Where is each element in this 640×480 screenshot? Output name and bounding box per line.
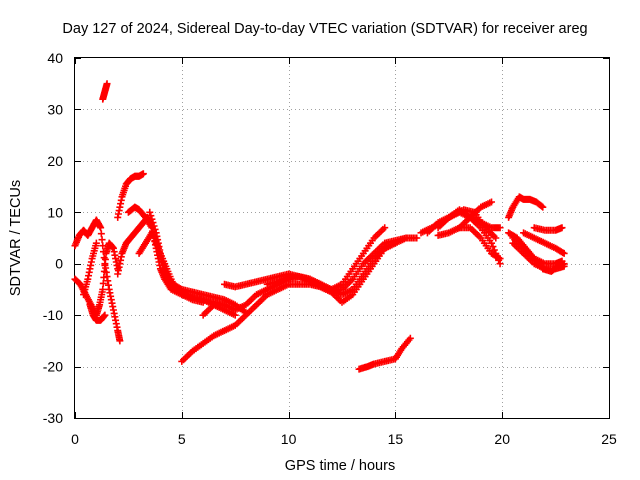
data-point [413,234,421,242]
data-point [496,224,504,232]
data-point [488,239,496,247]
series-track-25 [530,224,566,234]
data-point [559,249,567,257]
data-point [148,215,156,223]
series-track-14 [263,224,389,293]
data-point [99,242,107,250]
data-point [99,248,107,256]
data-point [98,236,106,244]
series-track-19 [455,198,496,232]
data-point [558,224,566,232]
series-track-26 [509,239,568,273]
y-tick-label: -30 [43,410,63,426]
x-tick-label: 25 [601,431,617,447]
y-tick-label: 10 [47,204,63,220]
x-tick-label: 15 [388,431,404,447]
data-point [146,208,154,216]
series-track-20 [434,224,504,263]
data-point [560,249,568,257]
data-point [199,298,207,306]
data-point [489,243,497,251]
data-point [99,279,107,287]
y-tick-label: 30 [47,101,63,117]
data-point [560,262,568,270]
data-point [97,230,105,238]
series-track-24 [520,229,568,257]
data-point [103,80,111,88]
series-track-4 [80,239,100,299]
data-point [495,254,503,262]
y-tick-label: -10 [43,307,63,323]
series-track-21 [505,193,547,221]
plot-frame [74,57,610,419]
data-point [92,239,100,247]
data-point [149,219,157,227]
data-point [488,198,496,206]
data-point [97,224,105,232]
y-tick-label: 0 [55,256,63,272]
series-track-5 [99,80,111,103]
x-tick-label: 20 [494,431,510,447]
data-point [381,224,389,232]
data-point [538,202,546,210]
series-track-10 [146,208,207,306]
data-point [496,255,504,263]
data-point [150,222,158,230]
data-point [151,225,159,233]
tick-labels: 0 5 10 15 20 25 -30 -20 -10 0 10 20 30 40 [43,50,617,447]
series-track-3 [86,301,109,324]
x-tick-label: 0 [71,431,79,447]
y-axis-label: SDTVAR / TECUs [8,180,24,296]
chart-title: Day 127 of 2024, Sidereal Day-to-day VTE… [62,21,587,37]
data-point [116,337,124,345]
data-point [147,212,155,220]
x-axis-label: GPS time / hours [285,458,395,474]
x-tick-label: 5 [178,431,186,447]
data-point [99,285,107,293]
data-point [139,170,147,178]
data-point [100,254,108,262]
y-tick-label: -20 [43,359,63,375]
data-point [100,273,108,281]
data-points [71,80,568,373]
data-point [101,311,109,319]
x-tick-label: 10 [281,431,297,447]
y-tick-label: 20 [47,153,63,169]
data-point [492,234,500,242]
series-track-7 [114,170,147,221]
data-point [406,334,414,342]
series-track-2 [71,216,124,345]
series-track-18 [417,206,500,242]
y-tick-label: 40 [47,50,63,66]
data-point [539,203,547,211]
series-track-15 [355,334,414,373]
tick-marks [75,58,610,419]
